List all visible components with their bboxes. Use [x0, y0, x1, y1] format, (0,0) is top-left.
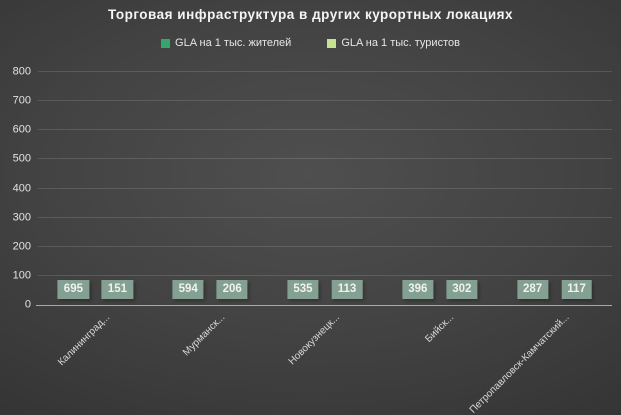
x-axis-labels: Калининград... Мурманск... Новокузнецк... Б… — [38, 310, 612, 415]
y-axis: 0 100 200 300 400 500 600 700 800 — [0, 66, 31, 310]
data-label: 695 — [57, 279, 89, 299]
gridline-500 — [38, 158, 612, 160]
gridline-300 — [38, 216, 612, 218]
x-label-4: Бийск... — [423, 312, 457, 345]
legend-item-residents: GLA на 1 тыс. жителей — [161, 37, 291, 49]
legend-item-tourists: GLA на 1 тыс. туристов — [327, 37, 460, 49]
x-label-5: Петропавловск-Камчатский... — [467, 312, 572, 415]
y-tick-400: 400 — [12, 182, 31, 194]
y-tick-700: 700 — [12, 94, 31, 107]
x-axis-line — [36, 305, 612, 306]
data-label: 594 — [172, 279, 204, 299]
data-label: 287 — [516, 279, 549, 299]
data-label: 117 — [561, 279, 592, 299]
legend: GLA на 1 тыс. жителей GLA на 1 тыс. тури… — [0, 37, 621, 49]
data-label: 396 — [402, 279, 434, 299]
y-tick-200: 200 — [12, 240, 31, 253]
plot-area: 695 151 594 206 535 113 396 302 287 117 — [36, 71, 612, 306]
x-label-1: Калининград... — [56, 312, 113, 369]
chart-title: Торговая инфраструктура в других курортн… — [107, 7, 514, 22]
legend-swatch-residents-icon — [161, 38, 171, 48]
y-tick-100: 100 — [12, 269, 31, 282]
y-tick-800: 800 — [12, 65, 31, 78]
legend-swatch-tourists-icon — [327, 38, 337, 48]
x-label-3: Новокузнецк... — [286, 312, 342, 368]
x-label-2: Мурманск... — [180, 312, 227, 359]
data-label: 151 — [101, 279, 133, 299]
legend-label-residents: GLA на 1 тыс. жителей — [175, 37, 292, 49]
data-label: 302 — [446, 279, 478, 299]
gridline-200 — [38, 245, 612, 247]
gridline-600 — [38, 129, 612, 131]
data-label: 535 — [287, 279, 319, 299]
y-tick-500: 500 — [12, 152, 31, 165]
data-label: 113 — [331, 279, 363, 299]
y-tick-300: 300 — [12, 211, 31, 224]
data-label: 206 — [216, 279, 248, 299]
y-tick-0: 0 — [24, 298, 31, 311]
gridline-400 — [38, 187, 612, 189]
gridline-700 — [38, 100, 612, 102]
gridline-100 — [38, 274, 612, 276]
legend-label-tourists: GLA на 1 тыс. туристов — [341, 37, 460, 49]
y-tick-600: 600 — [12, 123, 31, 136]
gridline-800 — [38, 71, 612, 72]
bar-groups: 695 151 594 206 535 113 396 302 287 117 — [38, 72, 612, 305]
